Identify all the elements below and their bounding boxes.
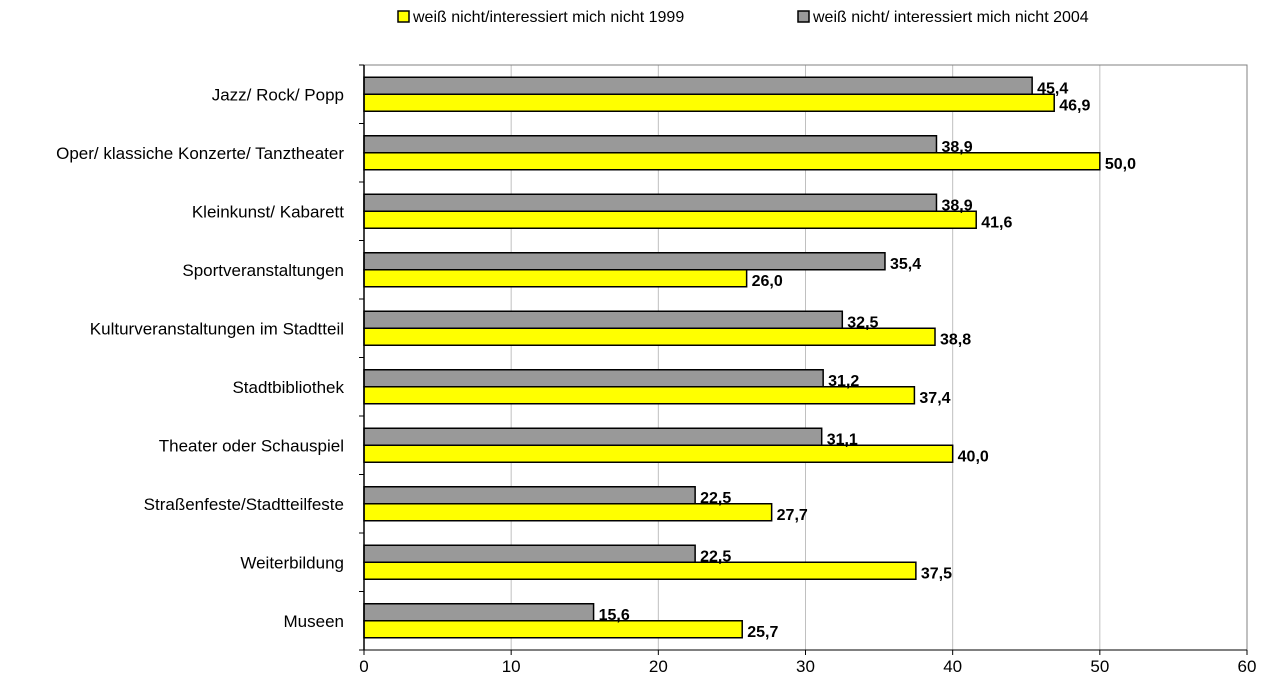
data-label: 41,6 bbox=[981, 214, 1012, 231]
data-label: 40,0 bbox=[958, 448, 989, 465]
data-label: 25,7 bbox=[747, 624, 778, 641]
data-label: 50,0 bbox=[1105, 156, 1136, 173]
x-tick-label: 60 bbox=[1238, 657, 1257, 676]
bar-2004 bbox=[363, 135, 938, 154]
category-label: Theater oder Schauspiel bbox=[159, 436, 344, 455]
data-label: 38,9 bbox=[941, 139, 972, 156]
bar-1999 bbox=[363, 620, 743, 639]
data-label: 31,1 bbox=[827, 431, 858, 448]
x-axis: 0 10 20 30 40 50 60 bbox=[359, 64, 1257, 676]
bar-1999 bbox=[363, 269, 748, 288]
bar-1999 bbox=[363, 444, 954, 463]
data-label: 22,5 bbox=[700, 490, 731, 507]
bar-2004 bbox=[363, 310, 844, 329]
legend: weiß nicht/interessiert mich nicht 1999 w… bbox=[397, 9, 1089, 26]
bar-2004 bbox=[363, 603, 595, 622]
bar-2004 bbox=[363, 369, 824, 388]
data-label: 22,5 bbox=[700, 548, 731, 565]
bar-1999 bbox=[363, 210, 977, 229]
bar-1999 bbox=[363, 152, 1101, 171]
x-tick-label: 0 bbox=[359, 657, 368, 676]
data-label: 31,2 bbox=[828, 373, 859, 390]
data-labels: 45,446,9 38,9 50,0 38,9 41,6 35,4 26,0 32,5 38,8… bbox=[599, 80, 1136, 641]
legend-label: weiß nicht/interessiert mich nicht 1999 bbox=[412, 9, 684, 26]
data-label: 37,4 bbox=[919, 390, 950, 407]
category-labels: Jazz/ Rock/ Popp Oper/ klassiche Konzerte… bbox=[56, 85, 344, 631]
bar-2004 bbox=[363, 486, 696, 505]
data-label: 35,4 bbox=[890, 256, 921, 273]
category-label: Kulturveranstaltungen im Stadtteil bbox=[90, 319, 344, 338]
category-label: Sportveranstaltungen bbox=[182, 261, 344, 280]
category-label: Museen bbox=[284, 612, 344, 631]
data-label: 45,4 bbox=[1037, 80, 1068, 97]
category-label: Stadtbibliothek bbox=[232, 378, 344, 397]
category-label: Kleinkunst/ Kabarett bbox=[192, 202, 344, 221]
data-label: 38,8 bbox=[940, 331, 971, 348]
x-tick-label: 40 bbox=[943, 657, 962, 676]
data-label: 46,9 bbox=[1059, 97, 1090, 114]
bar-1999 bbox=[363, 561, 917, 580]
legend-swatch bbox=[797, 10, 810, 23]
bar-2004 bbox=[363, 252, 886, 271]
bars bbox=[363, 76, 1101, 639]
x-tick-label: 10 bbox=[502, 657, 521, 676]
x-tick-label: 50 bbox=[1090, 657, 1109, 676]
bar-2004 bbox=[363, 76, 1033, 95]
bar-2004 bbox=[363, 427, 823, 446]
category-label: Straßenfeste/Stadtteilfeste bbox=[144, 495, 344, 514]
data-label: 32,5 bbox=[847, 314, 878, 331]
data-label: 15,6 bbox=[599, 607, 630, 624]
category-label: Jazz/ Rock/ Popp bbox=[212, 85, 344, 104]
category-label: Oper/ klassiche Konzerte/ Tanztheater bbox=[56, 144, 344, 163]
data-label: 38,9 bbox=[941, 197, 972, 214]
bar-2004 bbox=[363, 544, 696, 563]
x-tick-label: 20 bbox=[649, 657, 668, 676]
category-label: Weiterbildung bbox=[240, 553, 344, 572]
x-tick-label: 30 bbox=[796, 657, 815, 676]
bar-1999 bbox=[363, 93, 1055, 112]
bar-2004 bbox=[363, 193, 938, 212]
data-label: 27,7 bbox=[777, 507, 808, 524]
data-label: 26,0 bbox=[752, 273, 783, 290]
data-label: 37,5 bbox=[921, 565, 952, 582]
legend-label: weiß nicht/ interessiert mich nicht 2004 bbox=[812, 9, 1089, 26]
legend-swatch bbox=[397, 10, 410, 23]
